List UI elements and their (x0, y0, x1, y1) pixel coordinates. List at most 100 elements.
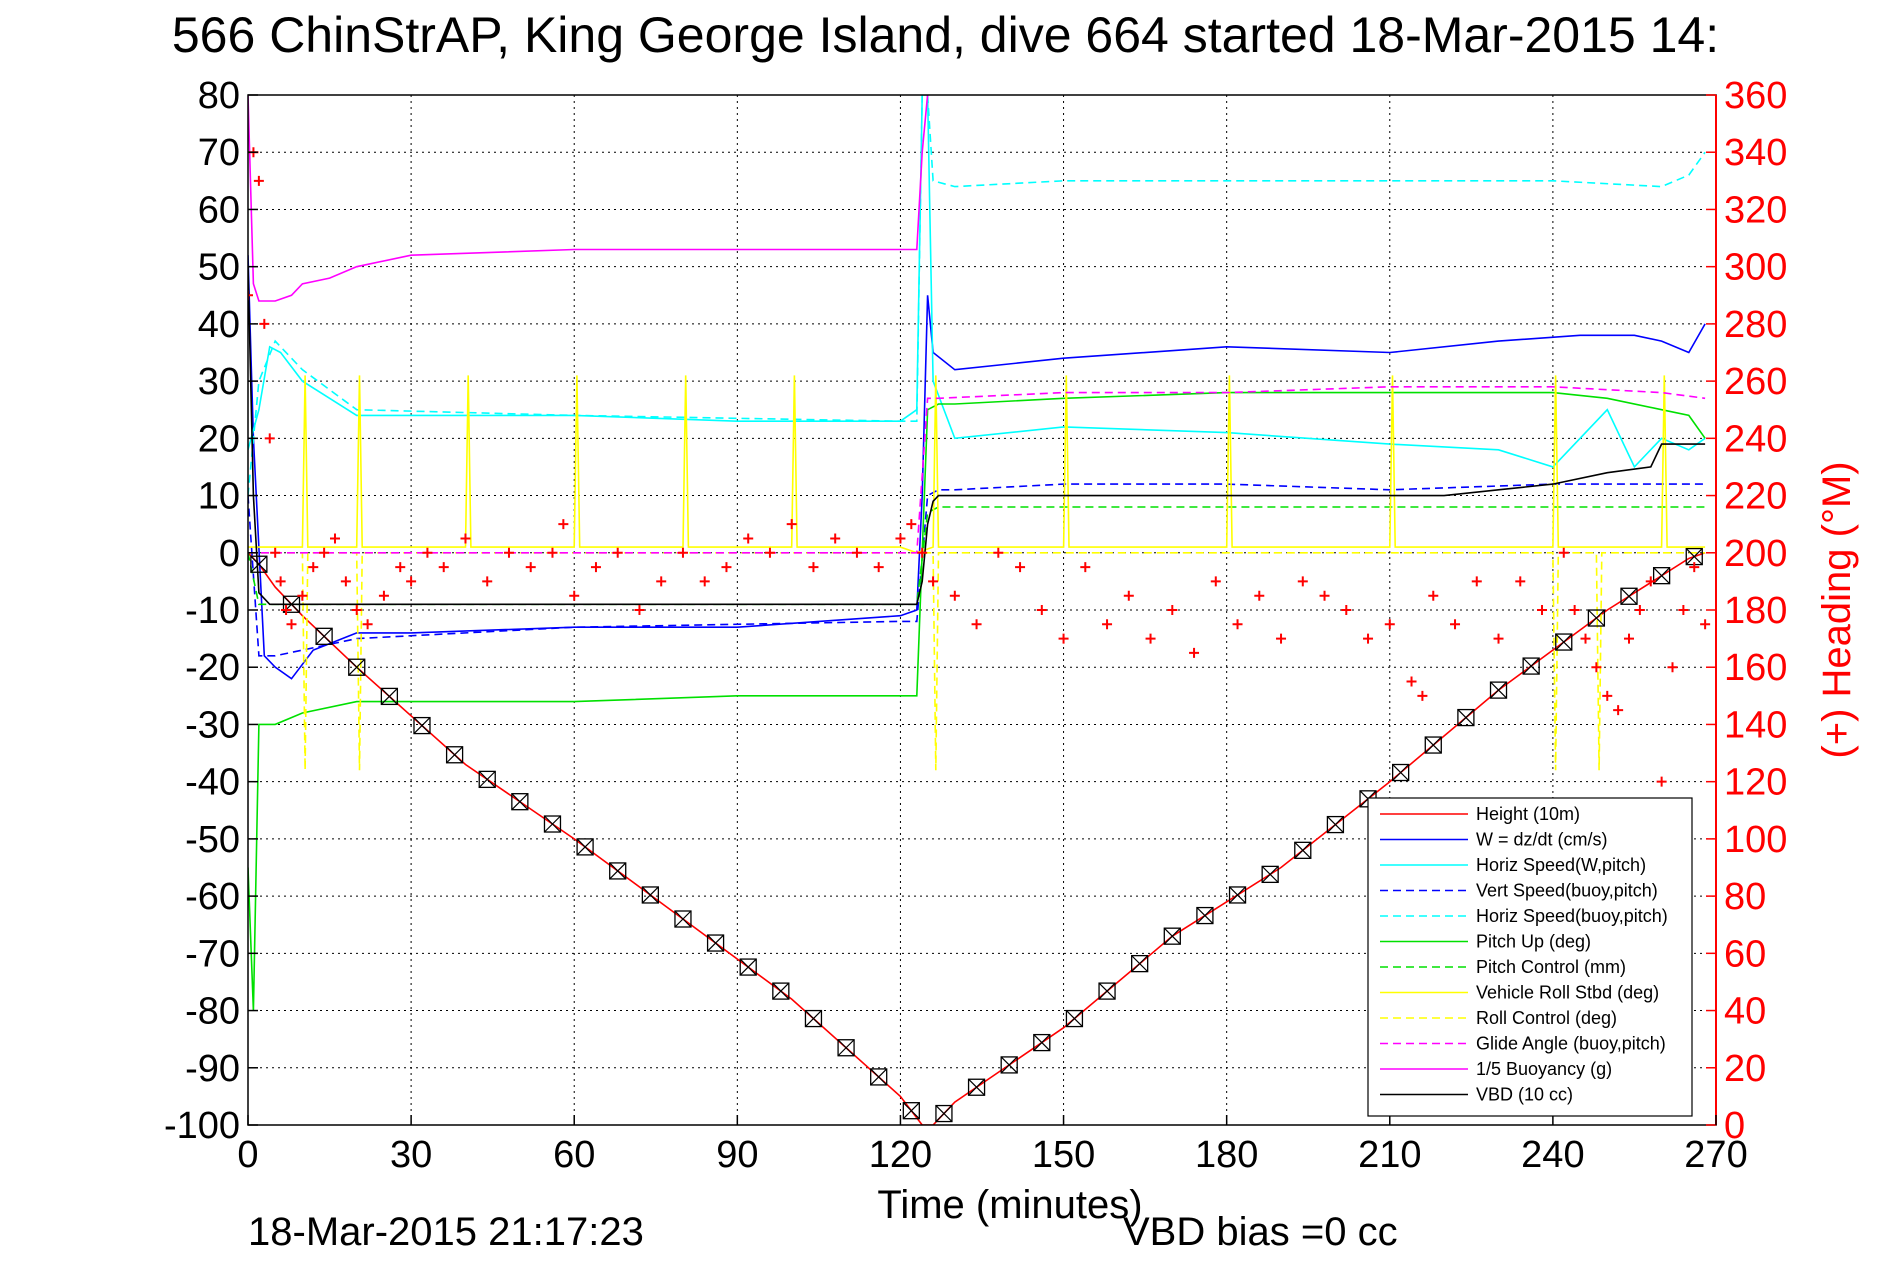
heading-point (1493, 633, 1504, 644)
tick-label-right: 360 (1724, 75, 1787, 117)
x-axis-label: Time (minutes) (877, 1183, 1142, 1227)
series-line-7 (248, 375, 1706, 554)
heading-point (1689, 562, 1700, 573)
heading-point (971, 619, 982, 630)
depth-marker (445, 746, 464, 764)
depth-marker (837, 1039, 855, 1057)
tick-label-left: -20 (185, 647, 240, 689)
y-axis-right: 3603403203002802602402202001801601401201… (1706, 75, 1787, 1147)
depth-marker (1228, 886, 1247, 904)
heading-point (406, 576, 417, 587)
tick-label-x: 120 (869, 1134, 932, 1176)
tick-label-left: -10 (185, 590, 240, 632)
heading-point (1015, 562, 1026, 573)
heading-point (259, 318, 270, 329)
series-line-11 (248, 266, 1706, 606)
y-axis-left: 80 70 60 50 40 30 20 10 0 -10 -20 -30 -40 -50 -60 -70 -8… (164, 75, 258, 1147)
heading-point (281, 605, 292, 615)
depth-marker (413, 716, 431, 735)
tick-label-right: 260 (1724, 361, 1787, 403)
heading-point (1515, 576, 1526, 587)
heading-point (1569, 605, 1580, 615)
heading-point (308, 562, 319, 573)
heading-point (1167, 605, 1178, 615)
heading-point (1123, 590, 1134, 601)
depth-marker (1457, 708, 1475, 727)
heading-point (1276, 633, 1287, 644)
depth-marker (315, 627, 333, 645)
heading-point (1537, 605, 1548, 615)
depth-marker (1392, 763, 1410, 782)
legend-label: Pitch Control (mm) (1476, 957, 1626, 977)
tick-label-left: -50 (185, 819, 240, 861)
heading-point (895, 533, 906, 544)
heading-point (1341, 605, 1352, 615)
heading-point (993, 547, 1004, 558)
depth-marker (380, 687, 399, 706)
x-axis: 0 30 60 90 120 150 180 210 240 270 (237, 1115, 1748, 1176)
series-line-4 (248, 95, 1706, 496)
tick-label-right: 240 (1724, 418, 1787, 460)
heading-point (1678, 605, 1689, 615)
tick-label-left: -80 (185, 991, 240, 1033)
heading-point (1210, 576, 1221, 587)
heading-point (297, 590, 308, 601)
depth-marker (1652, 567, 1671, 585)
depth-marker (1000, 1056, 1018, 1074)
heading-point (830, 533, 841, 544)
legend-label: Roll Control (deg) (1476, 1008, 1617, 1028)
depth-marker (1555, 633, 1573, 651)
tick-label-right: 80 (1724, 876, 1766, 918)
tick-label-left: 30 (198, 361, 240, 403)
heading-point (590, 562, 601, 573)
depth-marker (576, 838, 594, 856)
legend-label: Vehicle Roll Stbd (deg) (1476, 983, 1659, 1003)
depth-marker (772, 982, 790, 1000)
tick-label-x: 270 (1684, 1134, 1747, 1176)
depth-marker (1163, 927, 1181, 945)
series-line-10 (248, 95, 929, 302)
heading-point (362, 619, 373, 630)
heading-point (547, 547, 558, 558)
tick-label-right: 220 (1724, 476, 1787, 518)
tick-label-x: 60 (553, 1134, 595, 1176)
heading-point (1080, 562, 1091, 573)
legend-label: 1/5 Buoyancy (g) (1476, 1059, 1612, 1079)
heading-points (248, 147, 1711, 787)
heading-point (270, 547, 281, 558)
depth-marker (1620, 587, 1638, 605)
depth-marker (706, 934, 725, 952)
legend-label: W = dz/dt (cm/s) (1476, 830, 1608, 850)
heading-point (1417, 690, 1428, 701)
heading-point (1613, 705, 1624, 716)
tick-label-x: 150 (1032, 1134, 1095, 1176)
tick-label-right: 20 (1724, 1048, 1766, 1090)
depth-marker (1587, 609, 1606, 627)
heading-point (764, 547, 775, 558)
heading-point (395, 562, 406, 573)
series-line-1 (248, 255, 1706, 680)
tick-label-x: 30 (390, 1134, 432, 1176)
heading-point (286, 619, 297, 630)
depth-marker (250, 555, 268, 573)
heading-point (1102, 619, 1113, 630)
vbd-bias-note: VBD bias =0 cc (1123, 1210, 1398, 1254)
heading-point (1580, 633, 1591, 644)
depth-marker (870, 1068, 888, 1086)
tick-label-right: 200 (1724, 533, 1787, 575)
legend-box (1367, 797, 1693, 1117)
legend-label: Horiz Speed(buoy,pitch) (1476, 906, 1668, 926)
depth-marker (1065, 1009, 1084, 1028)
heading-point (743, 533, 754, 544)
tick-label-right: 40 (1724, 991, 1766, 1033)
depth-marker (609, 862, 627, 880)
heading-point (378, 590, 389, 601)
heading-point (569, 590, 580, 601)
heading-point (1232, 619, 1243, 630)
heading-point (1189, 647, 1200, 658)
tick-label-left: -60 (185, 876, 240, 918)
depth-marker (1196, 906, 1214, 925)
timestamp-footer: 18-Mar-2015 21:17:23 (248, 1210, 644, 1254)
heading-point (634, 605, 645, 615)
